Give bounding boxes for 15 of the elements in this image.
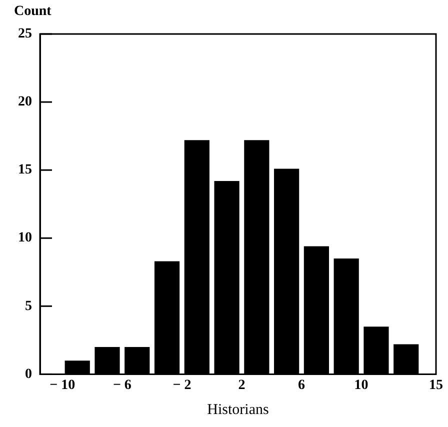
x-tick-label: 6 <box>298 378 306 394</box>
x-axis-title: Historians <box>207 402 269 418</box>
x-tick-label: 15 <box>429 378 443 394</box>
x-tick-label: − 6 <box>112 378 132 394</box>
y-tick-label: 25 <box>18 26 32 42</box>
y-tick-label: 10 <box>18 230 32 246</box>
y-tick-label: 15 <box>18 162 32 178</box>
x-tick-label: 10 <box>354 378 368 394</box>
x-tick-label: − 10 <box>50 378 76 394</box>
x-tick-label: 2 <box>238 378 246 394</box>
x-tick-label: − 2 <box>172 378 192 394</box>
y-tick-label: 0 <box>25 366 32 382</box>
y-tick-label: 5 <box>25 298 32 314</box>
y-tick-label: 20 <box>18 94 32 110</box>
y-axis-title: Count <box>14 4 52 20</box>
